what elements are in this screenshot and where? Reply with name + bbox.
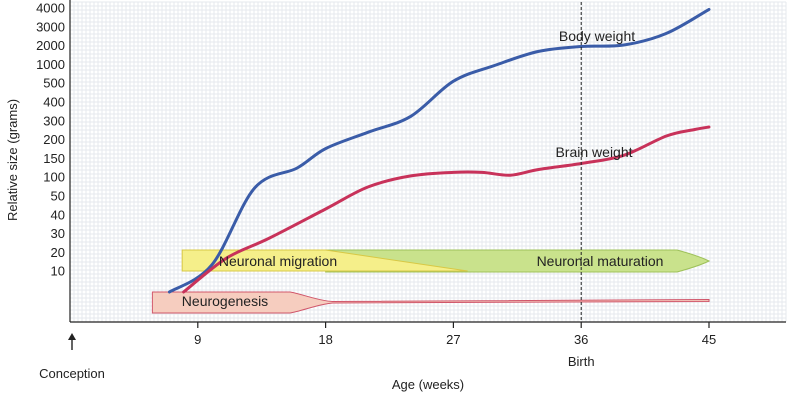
- series-lines: [167, 7, 711, 294]
- chart-grid: [70, 1, 787, 323]
- x-tick-label: 36: [574, 332, 588, 347]
- y-tick-label: 1000: [36, 57, 65, 72]
- y-tick-label: 400: [43, 95, 65, 110]
- birth-label: Birth: [568, 354, 595, 369]
- y-tick-label: 500: [43, 76, 65, 91]
- neuronal-migration-label: Neuronal migration: [219, 253, 337, 269]
- brain-weight-line: [182, 125, 711, 294]
- x-tick-label: 9: [194, 332, 201, 347]
- y-tick-label: 100: [43, 170, 65, 185]
- x-tick-label: 45: [702, 332, 716, 347]
- y-tick-label: 2000: [36, 38, 65, 53]
- neuronal-maturation-label: Neuronal maturation: [537, 253, 664, 269]
- y-tick-label: 30: [51, 226, 65, 241]
- body-weight-label: Body weight: [559, 28, 635, 44]
- x-axis-label: Age (weeks): [392, 377, 464, 392]
- y-tick-label: 10: [51, 264, 65, 279]
- y-tick-label: 40: [51, 207, 65, 222]
- y-tick-label: 4000: [36, 1, 65, 16]
- conception-label: Conception: [39, 366, 105, 381]
- y-tick-label: 300: [43, 113, 65, 128]
- band-neuronal-migration: [181, 249, 468, 272]
- y-tick-label: 200: [43, 132, 65, 147]
- band-neurogenesis: [151, 291, 710, 314]
- neurogenesis-label: Neurogenesis: [182, 293, 268, 309]
- x-tick-label: 27: [446, 332, 460, 347]
- development-bands: [151, 249, 711, 314]
- y-axis-label: Relative size (grams): [5, 99, 20, 221]
- tick-labels: 10 20 30 40 50 100 150 200 300 400 500 1000 2000 3000…: [36, 1, 716, 348]
- x-tick-label: 18: [318, 332, 332, 347]
- chart-axes: [68, 0, 786, 350]
- y-tick-label: 50: [51, 189, 65, 204]
- y-tick-label: 3000: [36, 19, 65, 34]
- y-tick-label: 20: [51, 245, 65, 260]
- text-labels: Body weight Brain weight Neuronal migratio…: [5, 28, 663, 392]
- brain-weight-label: Brain weight: [555, 144, 632, 160]
- body-weight-line: [167, 7, 711, 294]
- conception-arrow-icon: [68, 333, 76, 340]
- y-tick-label: 150: [43, 151, 65, 166]
